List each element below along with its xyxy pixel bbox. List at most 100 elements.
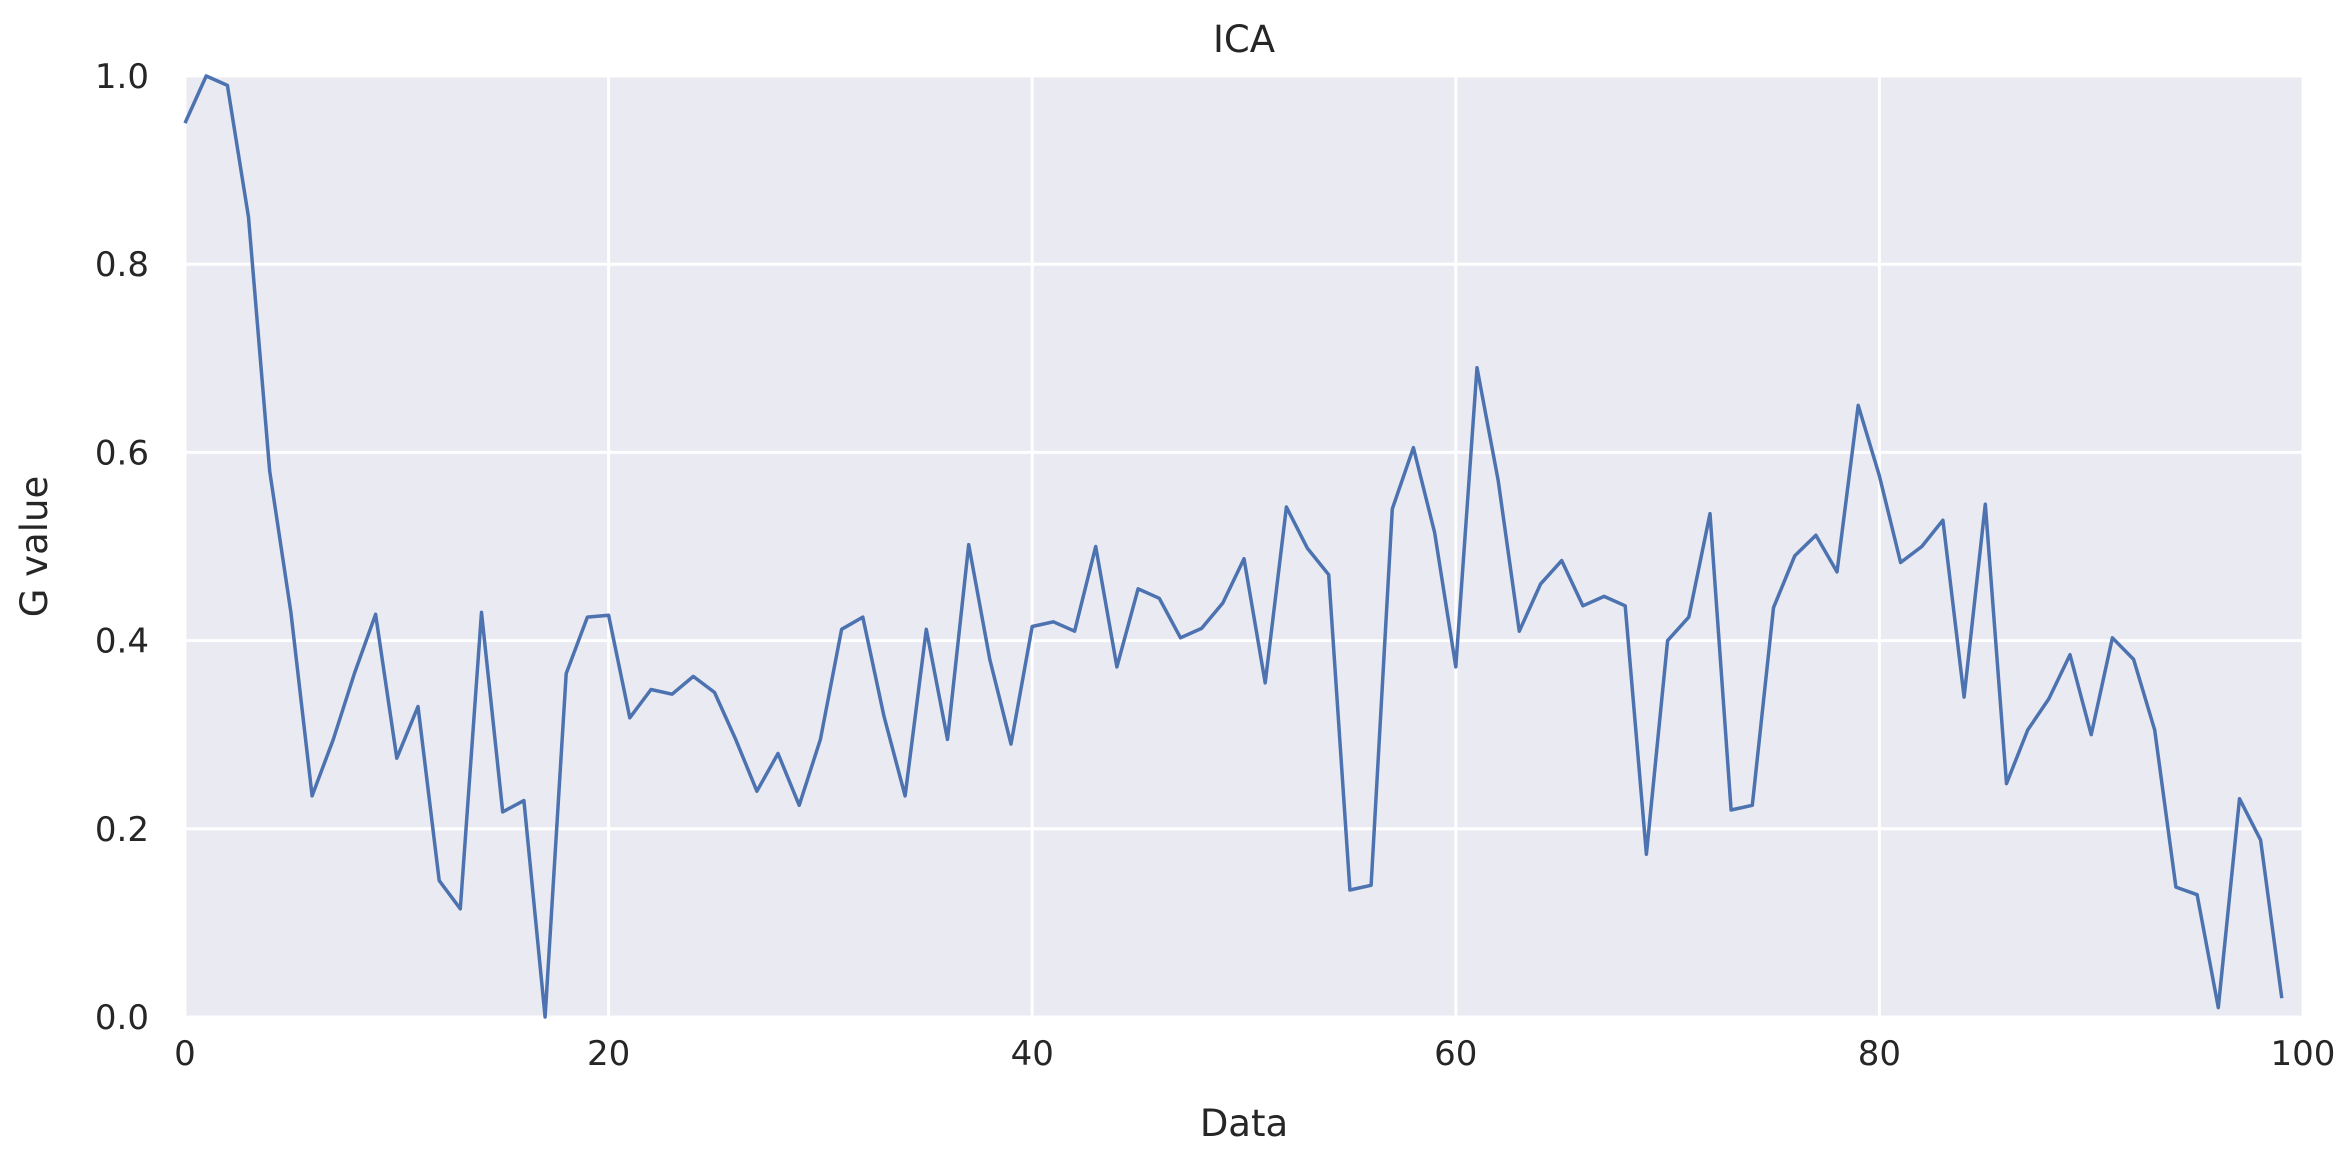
- data-point: [352, 672, 356, 676]
- data-point: [480, 610, 484, 614]
- data-point: [797, 803, 801, 807]
- x-tick-label: 80: [1858, 1034, 1901, 1074]
- data-point: [1814, 533, 1818, 537]
- data-point: [374, 612, 378, 616]
- y-axis-ticks: 0.0 0.2 0.4 0.6 0.8 1.0: [95, 57, 149, 1038]
- plot-area: [185, 76, 2303, 1017]
- data-point: [310, 794, 314, 798]
- data-point: [1708, 512, 1712, 516]
- x-axis-ticks: 0 20 40 60 80 100: [174, 1034, 2335, 1074]
- data-point: [2216, 1006, 2220, 1010]
- data-point: [1729, 808, 1733, 812]
- data-point: [755, 789, 759, 793]
- x-tick-label: 20: [587, 1034, 630, 1074]
- data-point: [945, 737, 949, 741]
- data-point: [289, 610, 293, 614]
- data-point: [585, 615, 589, 619]
- data-point: [2004, 782, 2008, 786]
- x-axis-label: Data: [1200, 1102, 1288, 1145]
- data-point: [1051, 620, 1055, 624]
- data-point: [1327, 573, 1331, 577]
- data-point: [649, 688, 653, 692]
- y-tick-label: 0.6: [95, 433, 149, 473]
- data-point: [1263, 681, 1267, 685]
- data-point: [564, 672, 568, 676]
- data-point: [1136, 587, 1140, 591]
- data-point: [1962, 695, 1966, 699]
- data-point: [458, 907, 462, 911]
- data-point: [1433, 530, 1437, 534]
- x-tick-label: 0: [174, 1034, 196, 1074]
- data-point: [2259, 838, 2263, 842]
- data-point: [2089, 733, 2093, 737]
- x-tick-label: 60: [1434, 1034, 1477, 1074]
- data-point: [924, 627, 928, 631]
- data-point: [1073, 629, 1077, 633]
- data-point: [1560, 559, 1564, 563]
- data-point: [1517, 629, 1521, 633]
- data-point: [2068, 653, 2072, 657]
- data-point: [1030, 624, 1034, 628]
- data-point: [607, 613, 611, 617]
- data-point: [1178, 636, 1182, 640]
- data-point: [1411, 446, 1415, 450]
- y-axis-label: G value: [13, 476, 56, 618]
- data-point: [670, 692, 674, 696]
- data-point: [628, 716, 632, 720]
- data-point: [2195, 893, 2199, 897]
- data-point: [1157, 596, 1161, 600]
- data-point: [1793, 554, 1797, 558]
- data-point: [204, 74, 208, 78]
- data-point: [183, 121, 187, 125]
- series-group: [183, 74, 2284, 1019]
- data-point: [903, 794, 907, 798]
- data-point: [988, 657, 992, 661]
- data-point: [1454, 665, 1458, 669]
- data-point: [691, 674, 695, 678]
- data-point: [395, 756, 399, 760]
- data-point: [882, 714, 886, 718]
- data-point: [1348, 888, 1352, 892]
- data-point: [2047, 697, 2051, 701]
- data-point: [1496, 479, 1500, 483]
- data-point: [2110, 636, 2114, 640]
- data-point: [1369, 883, 1373, 887]
- data-point: [522, 799, 526, 803]
- data-point: [818, 737, 822, 741]
- data-point: [1899, 560, 1903, 564]
- data-point: [2280, 996, 2284, 1000]
- data-point: [1644, 852, 1648, 856]
- data-point: [225, 83, 229, 87]
- data-point: [2174, 885, 2178, 889]
- data-point: [1200, 626, 1204, 630]
- data-point: [2153, 728, 2157, 732]
- data-point: [543, 1015, 547, 1019]
- data-point: [1983, 502, 1987, 506]
- y-tick-label: 0.8: [95, 245, 149, 285]
- data-point: [1094, 545, 1098, 549]
- data-point: [331, 737, 335, 741]
- data-point: [861, 615, 865, 619]
- data-point: [1284, 505, 1288, 509]
- data-point: [247, 215, 251, 219]
- x-tick-label: 100: [2271, 1034, 2336, 1074]
- data-point: [967, 543, 971, 547]
- data-point: [1306, 546, 1310, 550]
- y-tick-label: 1.0: [95, 57, 149, 97]
- data-point: [2026, 728, 2030, 732]
- grid-lines: [183, 74, 2305, 1019]
- data-point: [734, 737, 738, 741]
- data-point: [776, 752, 780, 756]
- data-point: [1009, 742, 1013, 746]
- data-point: [1772, 606, 1776, 610]
- data-point: [1539, 582, 1543, 586]
- data-point: [1623, 604, 1627, 608]
- data-point: [437, 879, 441, 883]
- data-point: [1877, 474, 1881, 478]
- data-point: [1920, 545, 1924, 549]
- y-tick-label: 0.4: [95, 622, 149, 662]
- chart-title: ICA: [1213, 18, 1275, 61]
- data-point: [1750, 803, 1754, 807]
- series-line: [183, 74, 2284, 1019]
